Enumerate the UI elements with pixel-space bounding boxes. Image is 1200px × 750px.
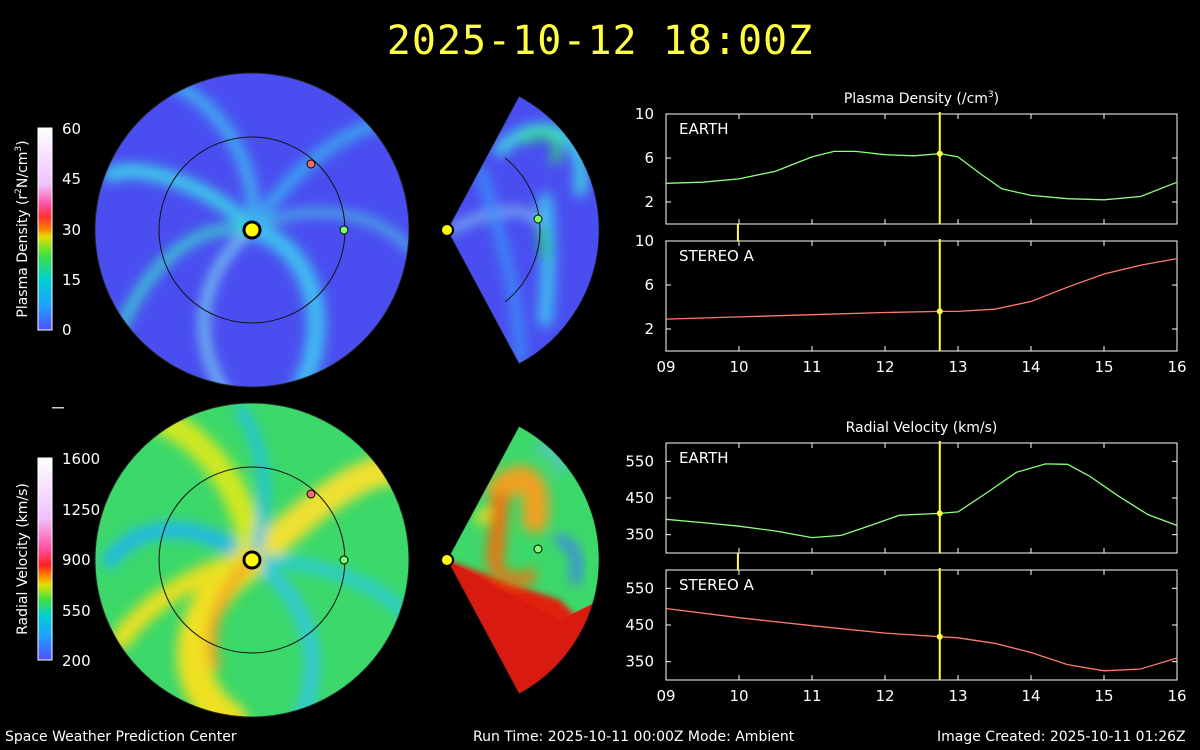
y-tick-label: 2 [644,193,654,211]
x-tick-label: 15 [1094,687,1113,705]
density-meridional-wedge [440,95,600,365]
x-tick-label: 09 [656,687,675,705]
earth-marker-wedge [533,214,543,224]
velocity-stereo-a-panel-label: STEREO A [679,576,755,594]
velocity-tick-1250: 1250 [62,501,100,519]
y-tick-label: 450 [625,616,654,634]
y-tick-label: 10 [635,232,654,250]
density-tick-0: 0 [62,321,72,339]
y-tick-label: 350 [625,653,654,671]
velocity-stereo-a-current-value-dot [936,633,943,640]
velocity-earth-series-line [665,463,1178,539]
x-tick-label: 14 [1021,687,1040,705]
velocity-tick-550: 550 [62,602,91,620]
timeseries-panels: Plasma Density (/cm3) EARTH 2 6 10 STEREO A 2 6… [625,90,1186,705]
sun-marker-velocity-wedge [440,553,454,567]
velocity-colorbar-label: Radial Velocity (km/s) [15,483,31,635]
footer-credit: Space Weather Prediction Center [5,729,237,745]
earth-marker-velocity-wedge [533,544,543,554]
x-tick-label: 11 [802,358,821,376]
velocity-earth-chart-title: Radial Velocity (km/s) [846,420,998,436]
density-earth-frame [665,113,1178,225]
y-tick-label: 10 [635,105,654,123]
x-tick-label: 13 [948,358,967,376]
density-tick-30: 30 [62,221,81,239]
x-tick-label: 13 [948,687,967,705]
density-tick-15: 15 [62,271,81,289]
x-tick-label: 12 [875,358,894,376]
y-tick-label: 2 [644,320,654,338]
x-tick-label: 14 [1021,358,1040,376]
forecast-time-title: 2025-10-12 18:00Z [386,18,814,64]
density-colorbar-label: Plasma Density (r2N/cm3) [14,140,31,317]
density-colorbar: Plasma Density (r2N/cm3) 0 15 30 45 60 [14,120,81,339]
density-earth-current-value-dot [936,150,943,157]
density-stereo-a-current-value-dot [936,308,943,315]
velocity-earth-frame [665,442,1178,554]
density-stereo-a-panel: STEREO A 2 6 10 09 10 11 12 13 14 15 16 [635,232,1187,376]
footer-image-created: Image Created: 2025-10-11 01:26Z [937,729,1186,745]
sun-marker-wedge [440,223,454,237]
velocity-meridional-wedge [440,425,600,695]
density-tick-45: 45 [62,170,81,188]
x-tick-label: 09 [656,358,675,376]
density-stereo-a-series-line [665,257,1178,320]
x-tick-label: 15 [1094,358,1113,376]
density-earth-chart-title: Plasma Density (/cm3) [844,90,999,107]
velocity-tick-200: 200 [62,652,91,670]
y-tick-label: 450 [625,489,654,507]
earth-marker [339,225,349,235]
x-tick-label: 10 [729,687,748,705]
earth-marker-velocity [339,555,349,565]
velocity-stereo-a-panel: STEREO A 350 450 550 09 10 11 12 13 14 15 16 [625,568,1187,705]
velocity-earth-panel: Radial Velocity (km/s) EARTH 350 450 550 [625,420,1178,554]
x-tick-label: 11 [802,687,821,705]
y-tick-label: 6 [644,276,654,294]
y-tick-label: 6 [644,149,654,167]
velocity-earth-panel-label: EARTH [679,449,729,467]
stereo-a-marker-velocity [306,489,316,499]
density-earth-series-line [665,150,1178,201]
sun-marker [242,220,262,240]
density-ecliptic-disk [94,72,410,388]
density-stereo-a-panel-label: STEREO A [679,247,755,265]
stereo-a-marker [306,159,316,169]
y-tick-label: 550 [625,579,654,597]
velocity-stereo-a-series-line [665,607,1178,672]
velocity-tick-900: 900 [62,551,91,569]
density-earth-panel: Plasma Density (/cm3) EARTH 2 6 10 [635,90,1178,225]
footer-run-info: Run Time: 2025-10-11 00:00Z Mode: Ambien… [473,729,795,745]
separator-dash [52,407,64,409]
y-tick-label: 550 [625,452,654,470]
density-earth-panel-label: EARTH [679,120,729,138]
density-stereo-a-frame [665,240,1178,352]
density-tick-60: 60 [62,120,81,138]
x-tick-label: 16 [1167,687,1186,705]
velocity-ecliptic-disk [94,402,410,718]
velocity-colorbar: Radial Velocity (km/s) 200 550 900 1250 … [15,450,100,670]
x-tick-label: 10 [729,358,748,376]
x-tick-label: 12 [875,687,894,705]
velocity-earth-current-value-dot [936,510,943,517]
y-tick-label: 350 [625,526,654,544]
velocity-tick-1600: 1600 [62,450,100,468]
x-tick-label: 16 [1167,358,1186,376]
sun-marker-velocity [242,550,262,570]
